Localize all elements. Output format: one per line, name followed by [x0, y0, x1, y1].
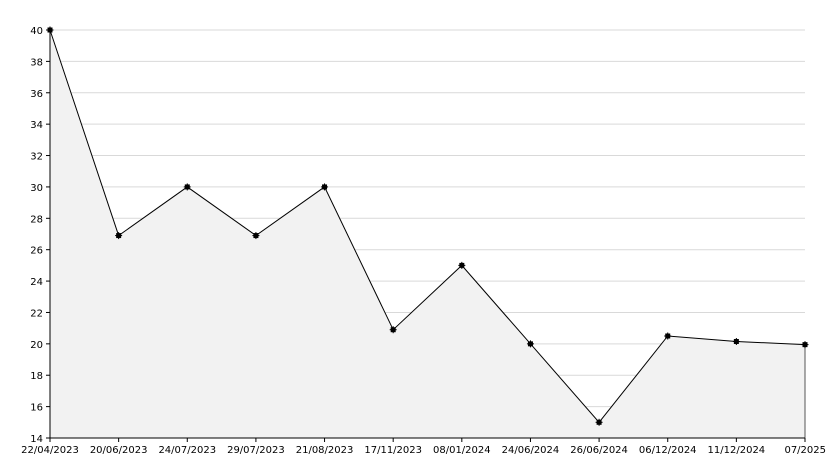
data-point	[46, 26, 54, 34]
x-tick-label: 29/07/2023	[227, 445, 285, 456]
data-point	[664, 332, 672, 340]
y-tick-label: 36	[30, 89, 43, 100]
data-point	[458, 261, 466, 269]
x-tick-label: 08/01/2024	[433, 445, 491, 456]
y-tick-label: 18	[30, 371, 43, 382]
x-tick-label: 22/04/2023	[21, 445, 79, 456]
x-tick-label: 11/12/2024	[708, 445, 766, 456]
y-tick-label: 38	[30, 57, 43, 68]
y-tick-label: 40	[30, 26, 43, 37]
data-point	[321, 183, 329, 191]
x-tick-label: 20/06/2023	[90, 445, 148, 456]
y-tick-label: 20	[30, 340, 43, 351]
y-tick-label: 34	[30, 120, 43, 131]
data-point	[732, 337, 740, 345]
x-tick-label: 21/08/2023	[296, 445, 354, 456]
x-tick-label: 06/12/2024	[639, 445, 697, 456]
data-point	[115, 232, 123, 240]
data-markers	[46, 26, 809, 426]
data-point	[389, 326, 397, 334]
y-tick-label: 28	[30, 214, 43, 225]
y-tick-label: 30	[30, 183, 43, 194]
area-fill	[50, 30, 805, 438]
x-tick-labels: 22/04/2023 20/06/2023 24/07/2023 29/07/2023…	[21, 445, 826, 456]
y-tick-label: 26	[30, 246, 43, 257]
data-point	[526, 340, 534, 348]
x-tick-label: 24/06/2024	[502, 445, 560, 456]
data-point	[595, 418, 603, 426]
data-point	[183, 183, 191, 191]
data-point	[801, 341, 809, 349]
y-tick-labels: 14 16 18 20 22 24 26 28 30 32 34 36 38 40	[30, 26, 43, 445]
x-tick-label: 17/11/2023	[364, 445, 422, 456]
series-line	[49, 29, 806, 424]
y-tick-label: 32	[30, 152, 43, 163]
x-tick-label: 07/2025	[784, 445, 826, 456]
y-tick-label: 24	[30, 277, 43, 288]
x-tick-label: 26/06/2024	[570, 445, 628, 456]
y-tick-label: 22	[30, 308, 43, 319]
x-tick-label: 24/07/2023	[158, 445, 216, 456]
y-tick-label: 16	[30, 403, 43, 414]
y-tick-label: 14	[30, 434, 43, 445]
axes	[46, 29, 806, 442]
data-point	[252, 232, 260, 240]
